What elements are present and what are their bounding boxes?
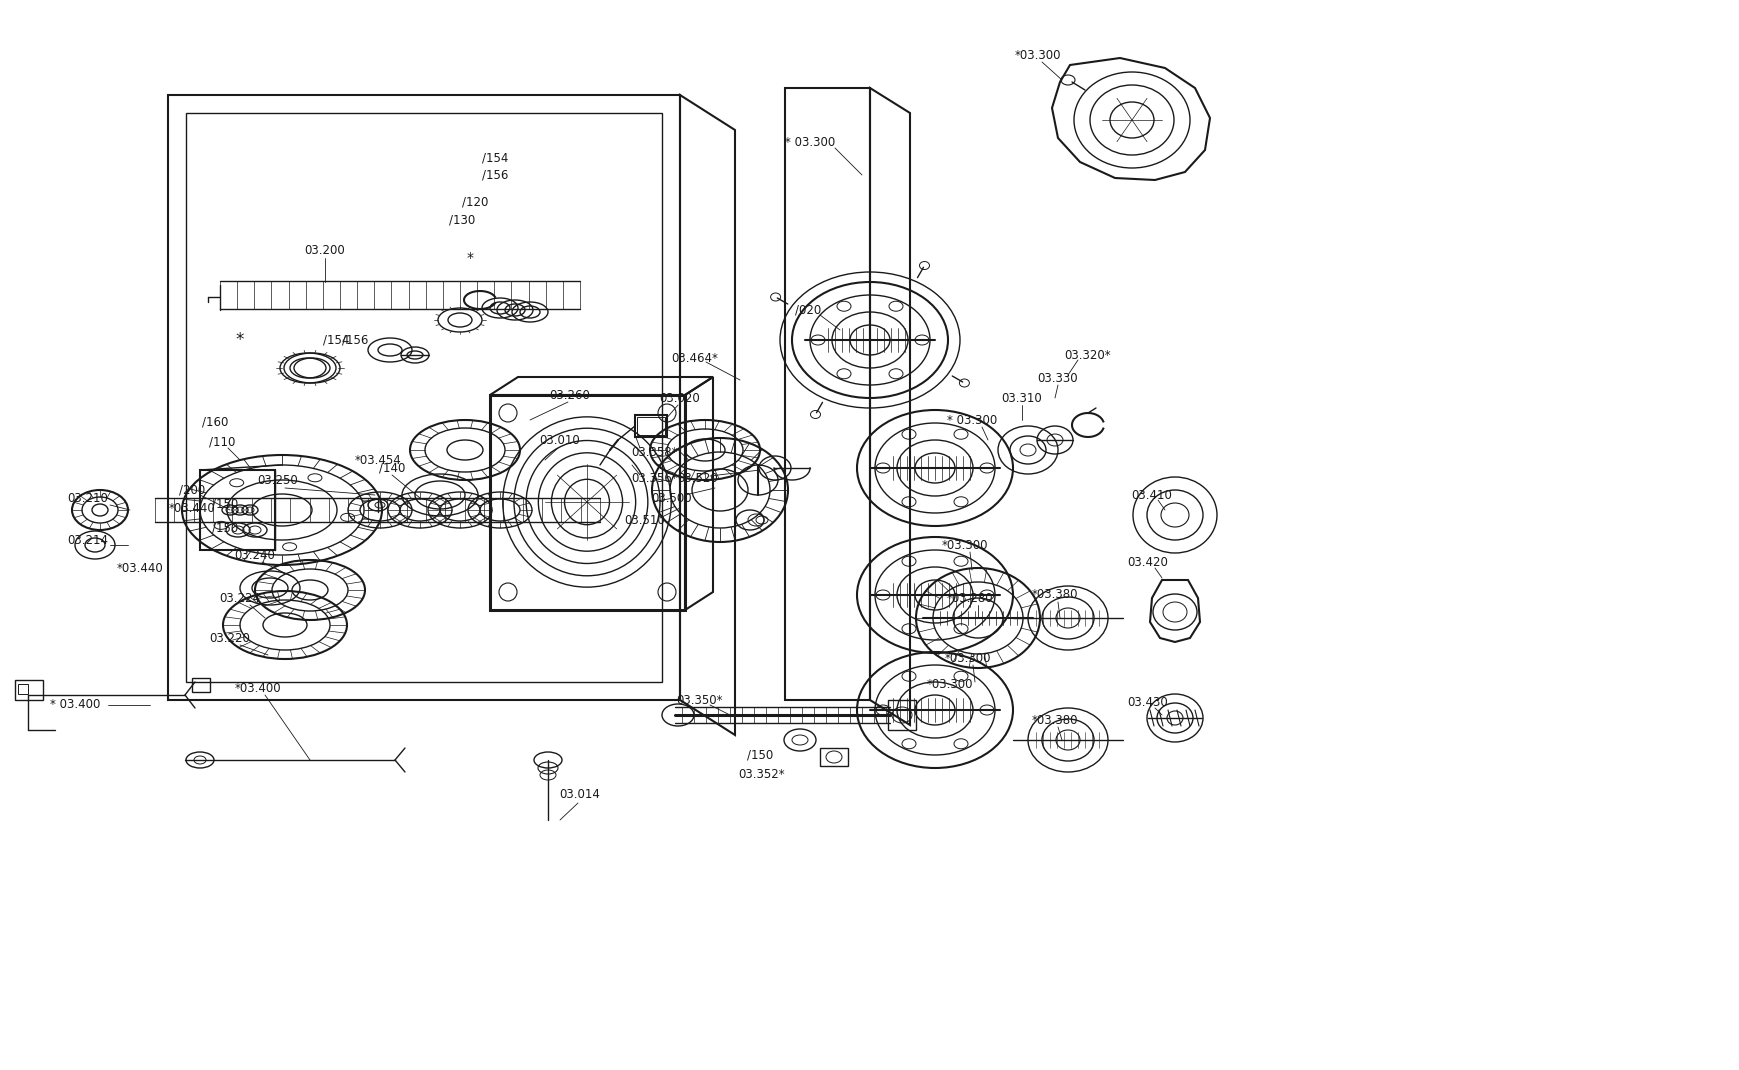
Text: 03.430: 03.430: [1127, 696, 1167, 708]
Text: /150: /150: [212, 498, 238, 510]
Text: /156: /156: [482, 168, 508, 182]
Text: 03.214: 03.214: [68, 534, 108, 547]
Text: /150: /150: [746, 749, 772, 762]
Text: 03.520: 03.520: [676, 472, 718, 485]
Text: /130: /130: [449, 214, 475, 227]
Text: 03.510: 03.510: [624, 514, 664, 526]
Text: 03.356*: 03.356*: [631, 472, 678, 485]
Bar: [17, 684, 28, 694]
Text: *03.440: *03.440: [117, 562, 163, 575]
Text: /200: /200: [179, 484, 205, 496]
Bar: [16, 681, 43, 700]
Text: *03.380: *03.380: [1031, 588, 1078, 601]
Bar: [200, 470, 275, 550]
Bar: [819, 748, 847, 766]
Text: /154: /154: [323, 334, 350, 347]
Text: *03.300: *03.300: [941, 538, 988, 551]
Text: 03.210: 03.210: [68, 491, 108, 504]
Text: *03.300: *03.300: [927, 678, 972, 691]
Text: 03.350*: 03.350*: [676, 693, 723, 706]
Text: 03.240: 03.240: [235, 549, 275, 562]
Text: /020: /020: [795, 304, 821, 317]
Text: 03.014: 03.014: [560, 789, 600, 801]
Text: 03.220: 03.220: [209, 631, 250, 644]
Bar: [490, 395, 685, 610]
Text: * 03.300: * 03.300: [946, 413, 996, 427]
Text: /110: /110: [209, 435, 235, 448]
Text: /140: /140: [379, 461, 405, 474]
Text: /154: /154: [482, 152, 508, 165]
Text: 03.200: 03.200: [304, 244, 344, 257]
Text: 03.464*: 03.464*: [671, 352, 718, 365]
Text: /120: /120: [461, 196, 489, 209]
Text: * 03.300: * 03.300: [784, 136, 835, 149]
Text: *03.300: *03.300: [944, 652, 991, 664]
Text: *03.280: *03.280: [946, 592, 993, 605]
Text: 03.410: 03.410: [1130, 489, 1172, 502]
Text: *03.454: *03.454: [355, 454, 402, 467]
Text: 03.500: 03.500: [652, 491, 692, 504]
Text: *: *: [466, 251, 473, 265]
Text: * 03.400: * 03.400: [50, 699, 101, 712]
Text: 03.420: 03.420: [1127, 555, 1169, 568]
Text: *03.400: *03.400: [235, 682, 282, 694]
Text: 03.010: 03.010: [539, 433, 581, 446]
Bar: [635, 415, 666, 437]
Bar: [636, 417, 664, 435]
Text: 03.352*: 03.352*: [739, 768, 784, 781]
Text: 03.310: 03.310: [1002, 392, 1042, 404]
Text: *03.440: *03.440: [169, 502, 216, 515]
Text: /150: /150: [212, 521, 238, 535]
Bar: [887, 700, 915, 730]
Text: /156: /156: [341, 334, 369, 347]
Text: 03.358*: 03.358*: [631, 445, 678, 459]
Text: *03.300: *03.300: [1014, 48, 1061, 61]
Text: 03.330: 03.330: [1036, 371, 1078, 384]
Bar: [191, 678, 210, 692]
Text: 03.250: 03.250: [257, 474, 297, 487]
Text: 03.260: 03.260: [550, 388, 590, 401]
Text: *03.380: *03.380: [1031, 714, 1078, 727]
Text: *: *: [237, 331, 243, 349]
Text: 03.320*: 03.320*: [1064, 349, 1111, 362]
Text: 03.224: 03.224: [219, 592, 261, 605]
Text: 03.020: 03.020: [659, 392, 701, 404]
Text: /160: /160: [202, 415, 228, 428]
